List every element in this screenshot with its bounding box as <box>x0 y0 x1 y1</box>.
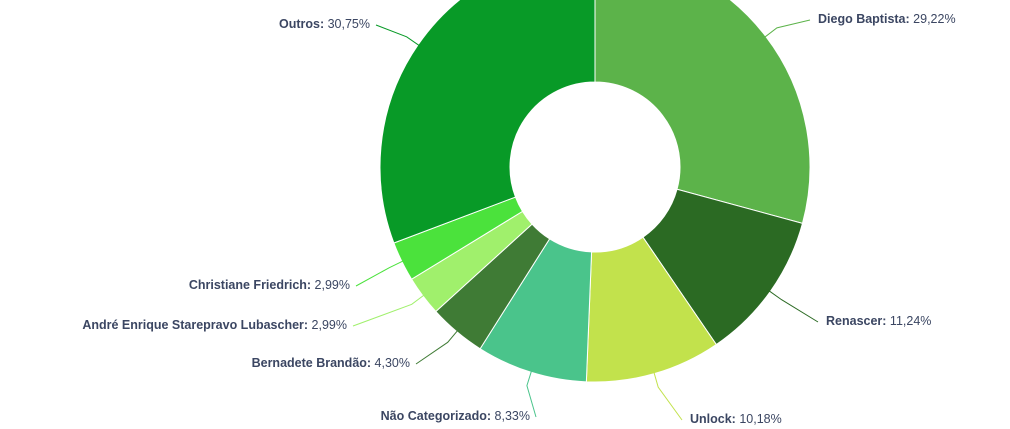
label-name: André Enrique Starepravo Lubascher: <box>82 318 308 332</box>
label-name: Bernadete Brandão: <box>252 356 371 370</box>
data-label: Outros: 30,75% <box>279 17 370 31</box>
label-name: Diego Baptista: <box>818 12 910 26</box>
leader-line <box>352 293 427 327</box>
label-value: 11,24% <box>886 314 931 328</box>
label-value: 30,75% <box>324 17 370 31</box>
leader-line <box>652 369 683 421</box>
donut-slice <box>642 188 804 346</box>
label-name: Renascer: <box>826 314 886 328</box>
label-name: Outros: <box>279 17 324 31</box>
donut-slice <box>594 0 811 224</box>
leader-line <box>375 24 422 48</box>
label-name: Unlock: <box>690 412 736 426</box>
label-value: 8,33% <box>491 409 530 423</box>
leader-line <box>526 368 537 418</box>
label-value: 4,30% <box>371 356 410 370</box>
label-name: Não Categorizado: <box>381 409 491 423</box>
label-value: 2,99% <box>311 278 350 292</box>
label-value: 2,99% <box>308 318 347 332</box>
data-label: Unlock: 10,18% <box>690 412 782 426</box>
leader-line <box>762 19 811 40</box>
data-label: Renascer: 11,24% <box>826 314 931 328</box>
data-label: Christiane Friedrich: 2,99% <box>189 278 350 292</box>
data-label: Diego Baptista: 29,22% <box>818 12 956 26</box>
leader-line <box>415 328 460 365</box>
data-label: Não Categorizado: 8,33% <box>381 409 530 423</box>
leader-line <box>355 259 406 287</box>
data-label: André Enrique Starepravo Lubascher: 2,99… <box>82 318 347 332</box>
label-value: 10,18% <box>736 412 782 426</box>
label-value: 29,22% <box>910 12 956 26</box>
donut-slice <box>379 0 596 244</box>
leader-line <box>766 288 819 323</box>
data-label: Bernadete Brandão: 4,30% <box>252 356 410 370</box>
label-name: Christiane Friedrich: <box>189 278 311 292</box>
